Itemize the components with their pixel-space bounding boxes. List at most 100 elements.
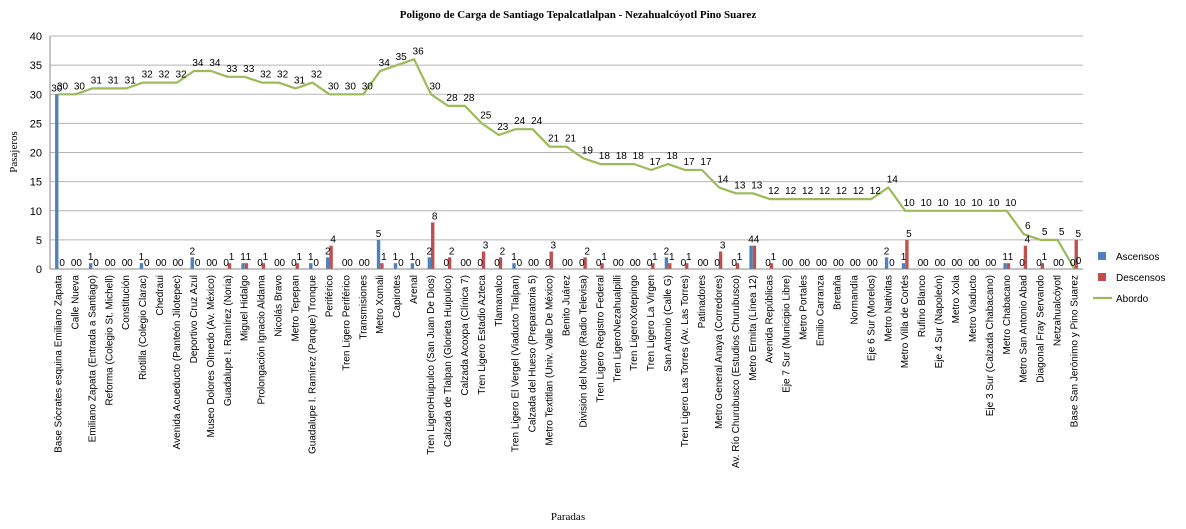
ascensos-bar xyxy=(1003,263,1007,269)
abordo-data-label: 36 xyxy=(413,46,425,57)
descensos-bar xyxy=(498,257,503,269)
ascensos-data-label: 0 xyxy=(867,258,873,269)
category-label: Miguel Hidalgo xyxy=(240,275,251,342)
category-label: Patinadores xyxy=(697,275,708,328)
ascensos-bar xyxy=(884,257,889,269)
descensos-data-label: 1 xyxy=(771,252,777,263)
abordo-data-label: 12 xyxy=(870,186,882,197)
ascensos-bar xyxy=(376,239,381,269)
descensos-data-label: 0 xyxy=(347,258,353,269)
legend-entry: Descensos xyxy=(1116,273,1165,284)
category-label: Metro Villa de Cortés xyxy=(900,275,911,368)
ascensos-data-label: 0 xyxy=(1053,258,1059,269)
category-label: Arenal xyxy=(409,275,420,304)
ascensos-data-label: 5 xyxy=(376,229,382,240)
descensos-data-label: 0 xyxy=(788,258,794,269)
bars xyxy=(55,94,1078,269)
descensos-data-label: 0 xyxy=(991,258,997,269)
ascensos-data-label: 0 xyxy=(968,258,974,269)
category-label: Netzahualcóyotl xyxy=(1053,275,1064,346)
abordo-data-label: 10 xyxy=(1005,198,1017,209)
ascensos-data-label: 0 xyxy=(443,258,449,269)
abordo-data-label: 33 xyxy=(243,64,255,75)
descensos-bar xyxy=(668,263,672,269)
descensos-bar xyxy=(447,257,452,269)
abordo-data-label: 25 xyxy=(480,110,492,121)
category-label: Constitución xyxy=(121,275,132,330)
ascensos-bar xyxy=(749,245,753,269)
category-label: Metro Xomali xyxy=(375,275,386,334)
ascensos-data-label: 0 xyxy=(698,258,704,269)
descensos-data-label: 2 xyxy=(449,246,455,257)
ascensos-bar xyxy=(410,263,415,269)
ascensos-bar xyxy=(427,257,432,269)
category-label: Tren LigeroXotepingo xyxy=(629,275,640,371)
y-tick-label: 40 xyxy=(30,31,42,43)
ascensos-data-label: 0 xyxy=(681,258,687,269)
abordo-data-label: 17 xyxy=(700,157,712,168)
abordo-data-label: 13 xyxy=(734,180,746,191)
category-label: Deportivo Cruz Azul xyxy=(189,275,200,363)
abordo-data-label: 30 xyxy=(345,81,357,92)
descensos-data-label: 0 xyxy=(1059,258,1065,269)
category-label: Tlamanalco xyxy=(494,275,505,327)
abordo-data-label: 31 xyxy=(108,75,120,86)
ascensos-data-label: 0 xyxy=(257,258,263,269)
y-tick-label: 30 xyxy=(30,89,42,101)
abordo-data-label: 31 xyxy=(294,75,306,86)
ascensos-data-label: 0 xyxy=(613,258,619,269)
descensos-bar xyxy=(244,263,249,269)
ascensos-data-label: 2 xyxy=(664,246,670,257)
abordo-data-label: 13 xyxy=(751,180,763,191)
category-label: Tren Ligero Las Torres (Av. Las Torres) xyxy=(680,275,691,447)
ascensos-bar xyxy=(55,94,59,269)
descensos-data-label: 0 xyxy=(872,258,878,269)
legend-swatch xyxy=(1098,252,1106,260)
descensos-bar xyxy=(685,263,689,269)
category-label: Periférico xyxy=(324,275,335,318)
ascensos-data-label: 0 xyxy=(1019,258,1025,269)
abordo-data-label: 23 xyxy=(497,122,509,133)
category-label: Tren Ligero La Virgen xyxy=(646,275,657,371)
legend-entry: Abordo xyxy=(1116,294,1149,305)
abordo-data-label: 32 xyxy=(260,70,272,81)
ascensos-data-label: 1 xyxy=(139,252,145,263)
ascensos-data-label: 0 xyxy=(291,258,297,269)
ascensos-data-label: 1 xyxy=(410,252,416,263)
ascensos-data-label: 0 xyxy=(1036,258,1042,269)
ascensos-data-label: 0 xyxy=(477,258,483,269)
abordo-data-label: 12 xyxy=(819,186,831,197)
ascensos-data-label: 0 xyxy=(359,258,365,269)
category-label: Avenida Repúblicas xyxy=(765,275,776,363)
ascensos-data-label: 0 xyxy=(122,258,128,269)
category-label: Normandía xyxy=(849,275,860,325)
legend-swatch xyxy=(1098,273,1106,281)
category-label: Reforma (Colegio St. Michell) xyxy=(104,275,115,406)
abordo-data-label: 21 xyxy=(548,134,560,145)
descensos-data-label: 0 xyxy=(59,258,65,269)
x-axis-categories: Base Sócrates esquina Emiliano Zapata Cal… xyxy=(53,275,1080,469)
y-tick-label: 5 xyxy=(36,235,42,247)
category-label: Guadalupe I. Ramírez (Noria) xyxy=(223,275,234,406)
ascensos-data-label: 0 xyxy=(105,258,111,269)
descensos-bar xyxy=(651,263,655,269)
descensos-data-label: 0 xyxy=(534,258,540,269)
category-label: Eje 3 Sur (Calzada Chabacano) xyxy=(985,275,996,416)
descensos-bar xyxy=(227,263,232,269)
abordo-data-label: 32 xyxy=(311,70,323,81)
abordo-data-label: 30 xyxy=(429,81,441,92)
abordo-data-label: 32 xyxy=(175,70,187,81)
ascensos-data-label: 0 xyxy=(731,258,737,269)
ascensos-data-label: 1 xyxy=(901,252,907,263)
descensos-bar xyxy=(431,222,435,269)
category-label: Rufino Blanco xyxy=(917,275,928,338)
ascensos-data-label: 0 xyxy=(494,258,500,269)
abordo-series-line xyxy=(58,58,1076,270)
ascensos-bar xyxy=(139,263,144,269)
descensos-data-label: 0 xyxy=(855,258,861,269)
descensos-data-label: 0 xyxy=(178,258,184,269)
category-label: Metro Textitlan (Univ. Valle De México) xyxy=(545,275,556,446)
ascensos-bar xyxy=(241,263,245,269)
descensos-data-label: 0 xyxy=(974,258,980,269)
descensos-bar xyxy=(769,263,774,269)
